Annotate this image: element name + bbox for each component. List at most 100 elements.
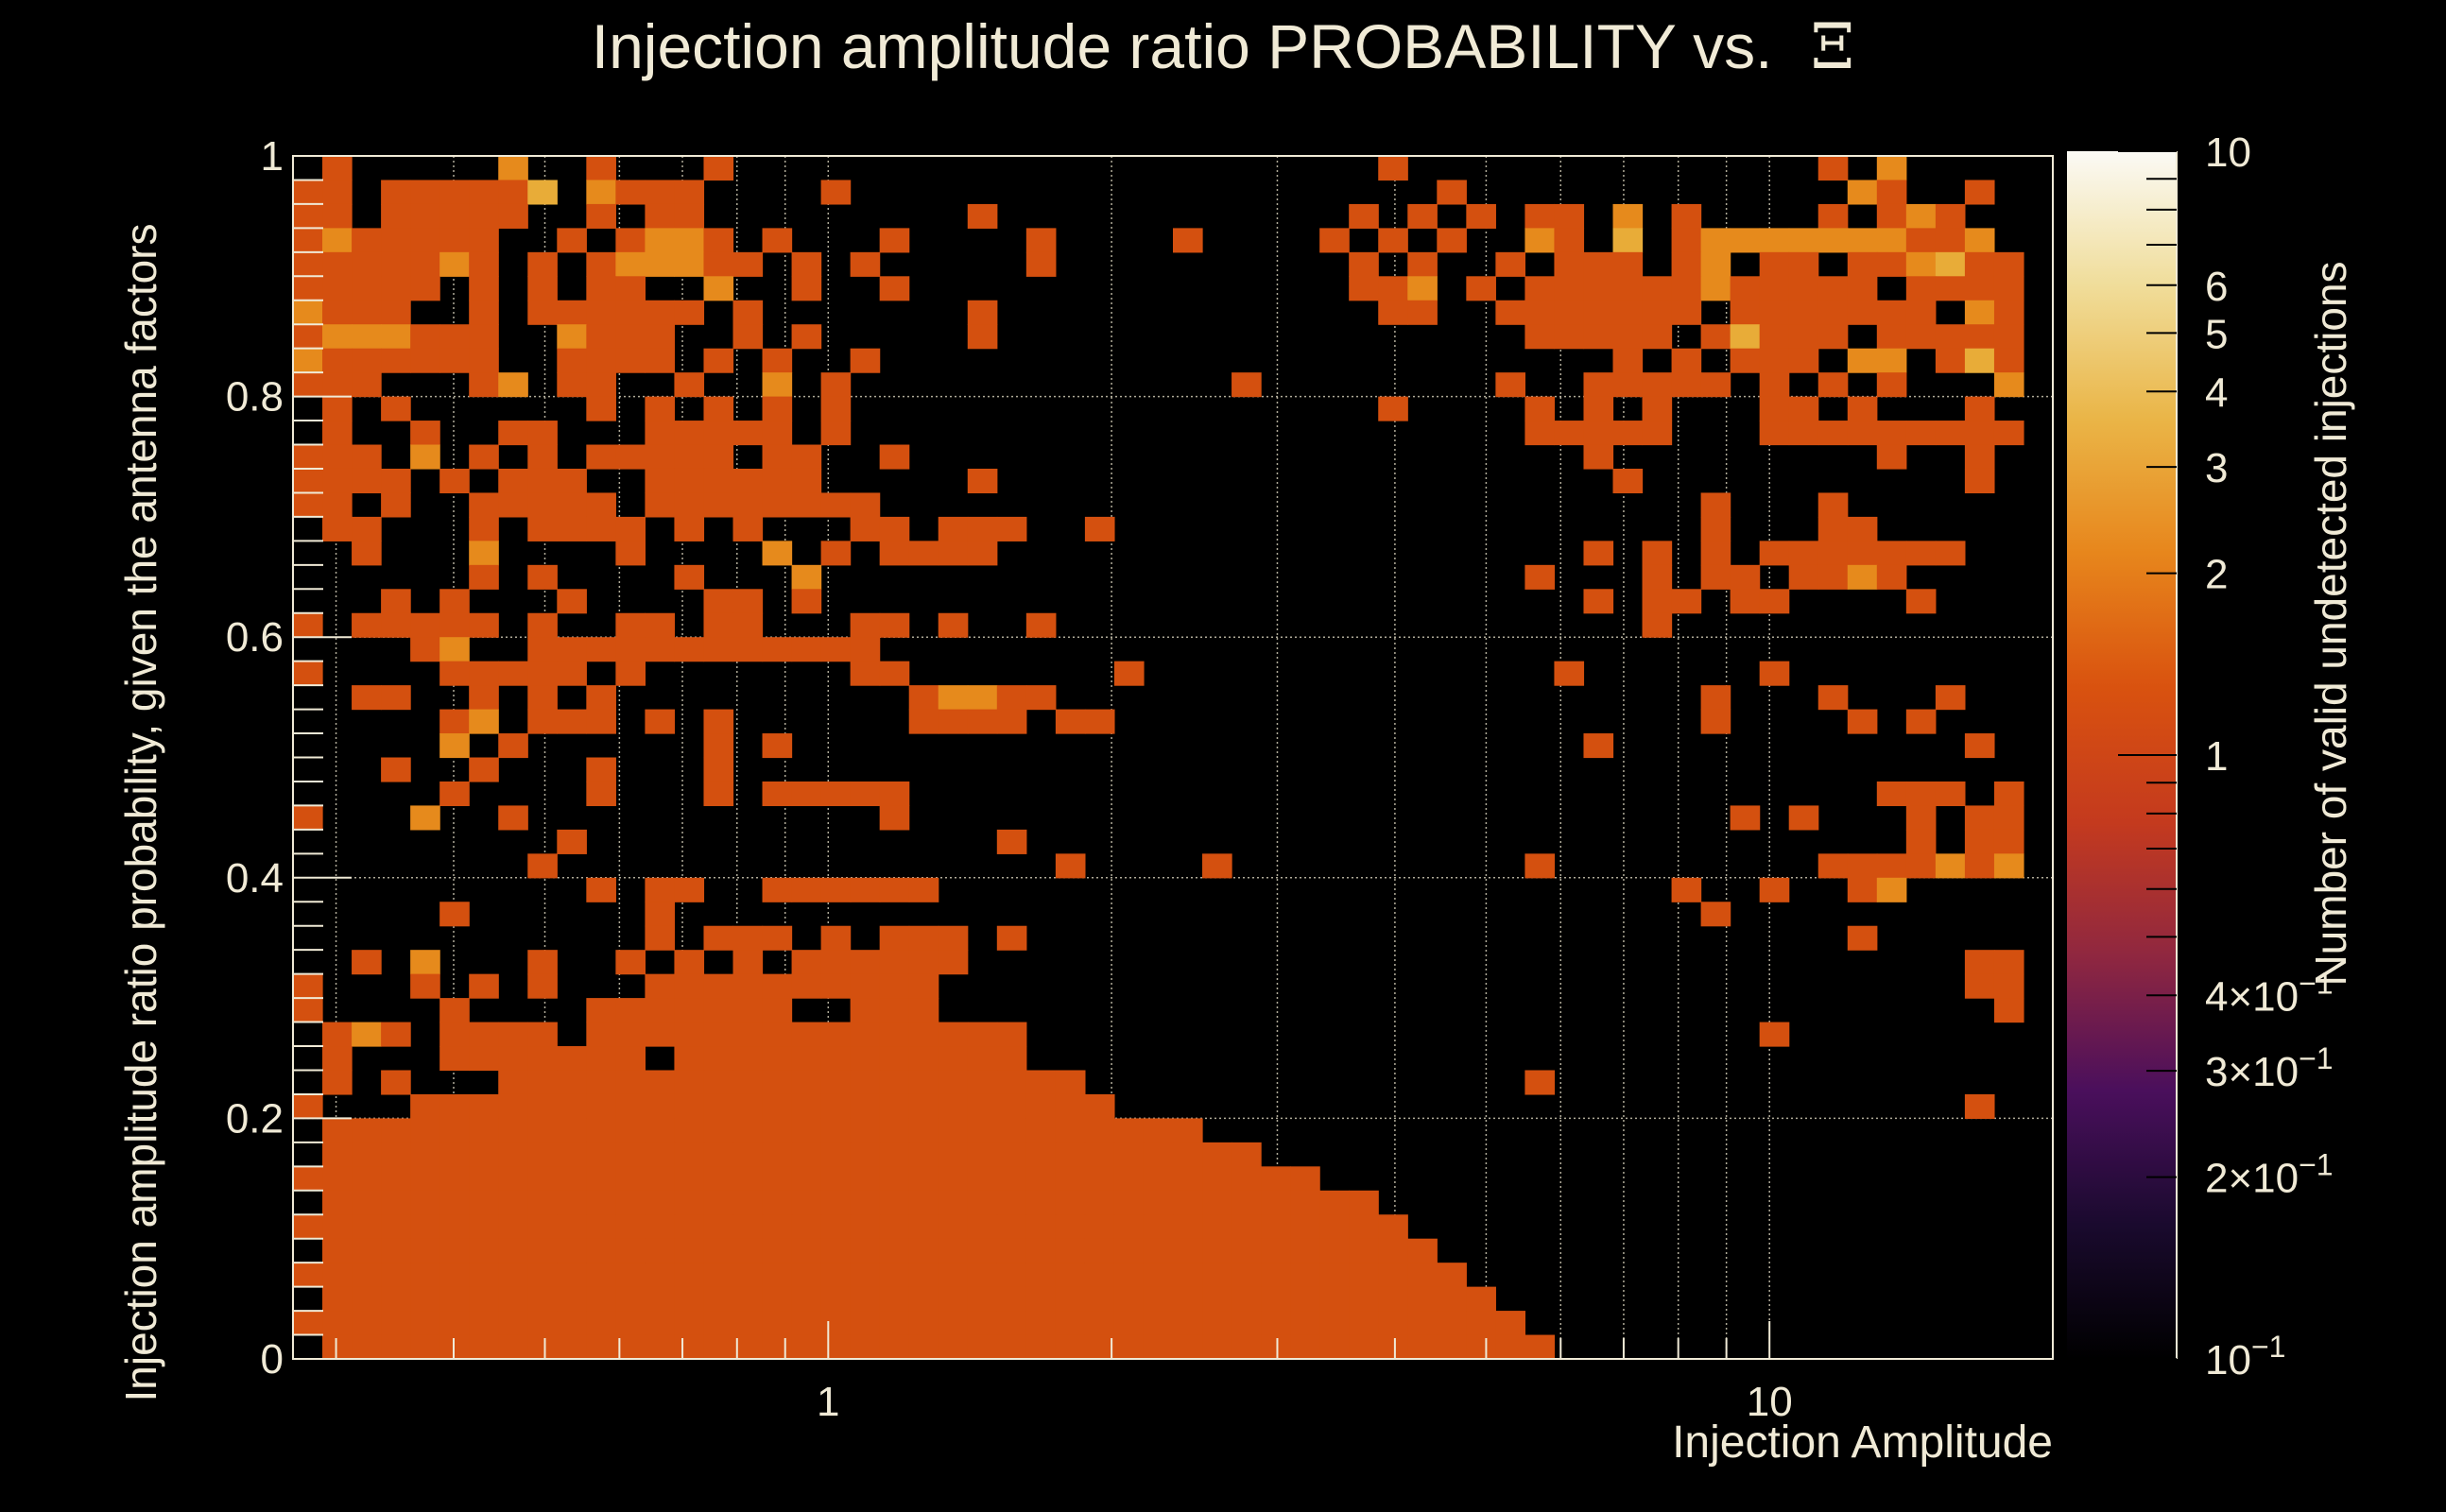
- heatmap-cell: [1583, 300, 1614, 325]
- heatmap-cell: [469, 1286, 499, 1312]
- heatmap-cell: [674, 1093, 705, 1119]
- heatmap-cell: [645, 1214, 676, 1240]
- heatmap-cell: [732, 1093, 764, 1119]
- heatmap-cell: [1084, 1142, 1115, 1167]
- heatmap-cell: [352, 1022, 382, 1047]
- heatmap-cell: [1876, 203, 1907, 229]
- heatmap-cell: [498, 180, 528, 205]
- colorbar: 10 65 4 3 2 1 4×10−1 3×10−1 2×10−1 10−1: [2067, 129, 2334, 1383]
- heatmap-cell: [1788, 228, 1819, 253]
- heatmap-cell: [557, 348, 587, 373]
- heatmap-cell: [586, 276, 616, 301]
- colorbar-tick-label: 2×10−1: [2205, 1148, 2334, 1202]
- heatmap-cell: [820, 1311, 852, 1336]
- heatmap-cell: [322, 348, 353, 373]
- heatmap-cell: [381, 276, 411, 301]
- heatmap-cell: [410, 421, 440, 446]
- heatmap-cell: [527, 1190, 558, 1215]
- heatmap-cell: [469, 1022, 499, 1047]
- heatmap-cell: [762, 1046, 793, 1072]
- heatmap-cell: [322, 251, 353, 277]
- heatmap-cell: [732, 998, 764, 1023]
- heatmap-cell: [1847, 396, 1878, 421]
- y-tick-label: 0.2: [226, 1095, 284, 1142]
- heatmap-cell: [1407, 203, 1438, 229]
- heatmap-cell: [850, 1022, 881, 1047]
- heatmap-cell: [352, 1190, 382, 1215]
- heatmap-cell: [615, 516, 646, 541]
- heatmap-cell: [1759, 251, 1790, 277]
- heatmap-cell: [1025, 1070, 1057, 1095]
- heatmap-cell: [527, 1070, 558, 1095]
- axes: 1 10 0 0.2 0.4 0.6 0.8 1: [226, 133, 2054, 1425]
- heatmap-cell: [967, 1238, 998, 1263]
- heatmap-cell: [996, 1142, 1027, 1167]
- heatmap-cell: [469, 1046, 499, 1072]
- heatmap-cell: [967, 1046, 998, 1072]
- heatmap-cell: [1437, 1263, 1467, 1288]
- heatmap-cell: [967, 1311, 998, 1336]
- heatmap-cell: [850, 1311, 881, 1336]
- heatmap-cell: [820, 372, 852, 398]
- heatmap-cell: [615, 300, 646, 325]
- heatmap-cell: [557, 468, 587, 494]
- heatmap-cell: [703, 709, 734, 734]
- heatmap-cell: [1202, 1286, 1232, 1312]
- heatmap-cell: [469, 228, 499, 253]
- heatmap-cell: [703, 925, 734, 951]
- heatmap-cell: [410, 637, 440, 662]
- heatmap-cell: [762, 1214, 793, 1240]
- heatmap-cell: [1202, 1190, 1232, 1215]
- heatmap-cell: [1993, 300, 2024, 325]
- heatmap-cell: [1642, 541, 1673, 566]
- x-axis-label: Injection Amplitude: [1672, 1418, 2053, 1468]
- heatmap-cell: [1905, 589, 1937, 614]
- heatmap-cell: [850, 998, 881, 1023]
- heatmap-cell: [850, 492, 881, 518]
- heatmap-cell: [381, 180, 411, 205]
- heatmap-cell: [381, 1142, 411, 1167]
- heatmap-cell: [1349, 1263, 1379, 1288]
- heatmap-cell: [1905, 805, 1937, 831]
- heatmap-cell: [1495, 1334, 1525, 1360]
- y-tick-label: 0.8: [226, 374, 284, 421]
- heatmap-cell: [732, 516, 764, 541]
- heatmap-cell: [1113, 1190, 1145, 1215]
- heatmap-cell: [1319, 1263, 1350, 1288]
- heatmap-cell: [1173, 1311, 1203, 1336]
- heatmap-cell: [996, 685, 1027, 711]
- heatmap-cell: [762, 444, 793, 470]
- heatmap-cell: [410, 228, 440, 253]
- heatmap-cell: [908, 541, 939, 566]
- heatmap-cell: [1524, 1070, 1556, 1095]
- heatmap-cell: [1349, 1214, 1379, 1240]
- heatmap-cell: [1788, 348, 1819, 373]
- heatmap-cell: [381, 348, 411, 373]
- heatmap-cell: [557, 1070, 587, 1095]
- heatmap-cell: [645, 203, 676, 229]
- heatmap-cell: [967, 1118, 998, 1143]
- heatmap-cell: [1202, 1238, 1232, 1263]
- heatmap-cell: [762, 1286, 793, 1312]
- heatmap-cell: [1876, 853, 1907, 879]
- heatmap-cell: [1642, 372, 1673, 398]
- heatmap-cell: [1349, 276, 1379, 301]
- heatmap-cell: [586, 516, 616, 541]
- heatmap-cell: [762, 1166, 793, 1192]
- heatmap-cell: [615, 1263, 646, 1288]
- heatmap-cell: [557, 324, 587, 350]
- heatmap-cell: [1025, 1190, 1057, 1215]
- heatmap-cell: [1554, 203, 1585, 229]
- heatmap-cell: [967, 709, 998, 734]
- heatmap-cell: [1905, 829, 1937, 854]
- heatmap-cell: [908, 1286, 939, 1312]
- heatmap-cell: [527, 1263, 558, 1288]
- heatmap-cell: [1319, 1238, 1350, 1263]
- heatmap-cell: [381, 300, 411, 325]
- heatmap-cell: [1084, 1190, 1115, 1215]
- heatmap-cell: [645, 1070, 676, 1095]
- heatmap-cell: [1378, 1311, 1408, 1336]
- heatmap-cell: [469, 564, 499, 590]
- heatmap-cell: [557, 516, 587, 541]
- heatmap-cell: [908, 685, 939, 711]
